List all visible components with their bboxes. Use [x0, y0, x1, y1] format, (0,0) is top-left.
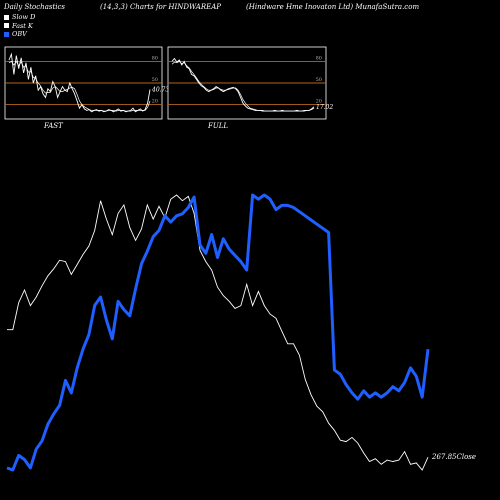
last-value-label: 40.73	[151, 86, 169, 93]
close-value-label: 267.85Close	[431, 453, 476, 461]
legend-swatch-fast-k	[4, 23, 9, 29]
level-tick-label: 50	[316, 77, 322, 83]
legend-label-slow-d: Slow D	[12, 13, 36, 21]
level-tick-label: 20	[316, 99, 322, 105]
close-price-line	[7, 194, 429, 471]
last-value-label: 17.02	[316, 104, 333, 111]
header-left-label: Daily Stochastics	[4, 3, 66, 11]
main-obv-price-plot: 267.85Close	[6, 193, 476, 472]
fast-stochastic-panel: 80 50 20 40.73 FAST	[4, 46, 169, 130]
stochastic-line-slow-d	[8, 60, 151, 112]
legend-label-obv: OBV	[12, 30, 27, 38]
level-tick-label: 20	[152, 99, 158, 105]
header-right-label: (Hindware Hme Inovaton Ltd) MunafaSutra.…	[246, 3, 420, 11]
level-tick-label: 50	[152, 77, 158, 83]
legend-swatch-obv	[4, 31, 9, 37]
stochastic-line-slow-d	[171, 60, 315, 112]
legend-swatch-slow-d	[4, 14, 9, 20]
header-center-label: (14,3,3) Charts for HINDWAREAP	[100, 3, 221, 11]
legend-item-fast-k: Fast K	[4, 22, 35, 31]
legend-item-obv: OBV	[4, 30, 35, 39]
stochastic-line-fast-k	[8, 52, 151, 113]
obv-line	[6, 193, 430, 472]
panel-title: FULL	[207, 122, 228, 130]
legend-item-slow-d: Slow D	[4, 13, 35, 22]
panel-title: FAST	[43, 122, 64, 130]
level-tick-label: 80	[316, 55, 322, 61]
chart-legend: Slow D Fast K OBV	[4, 13, 35, 39]
legend-label-fast-k: Fast K	[12, 21, 33, 30]
level-tick-label: 80	[152, 55, 158, 61]
